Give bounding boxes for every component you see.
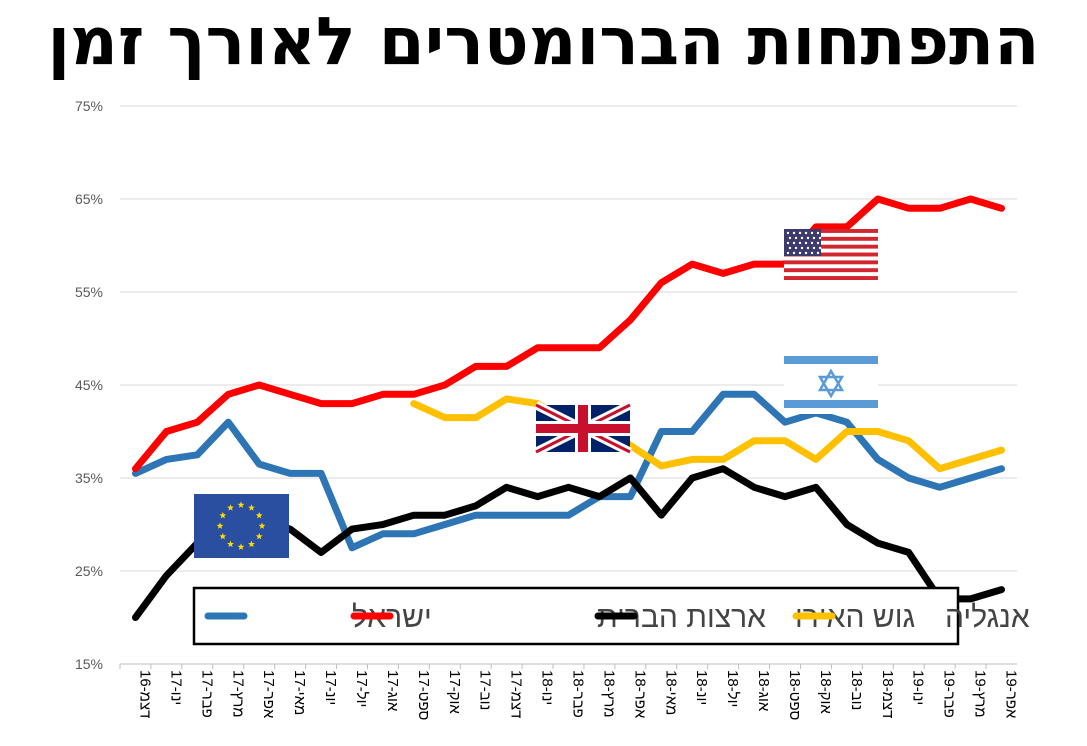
- x-tick-label: נוב-17: [477, 670, 494, 710]
- x-tick-label: אפר-19: [1003, 670, 1020, 719]
- eu-flag-icon: [194, 494, 289, 558]
- x-tick-label: מאי-17: [291, 670, 308, 715]
- x-tick-label: יול-17: [353, 670, 370, 707]
- x-tick-label: מרץ-19: [972, 670, 989, 718]
- x-tick-label: פבר-18: [570, 670, 587, 718]
- x-tick-label: נוב-18: [848, 670, 865, 710]
- x-tick-label: פבר-19: [941, 670, 958, 718]
- x-tick-label: דצמ-16: [136, 670, 153, 718]
- x-tick-label: פבר-17: [198, 670, 215, 718]
- y-tick-label: 75%: [75, 98, 103, 114]
- x-tick-label: מאי-18: [662, 670, 679, 715]
- uk-flag-icon: [533, 400, 633, 457]
- x-tick-label: יונ-18: [693, 670, 710, 705]
- x-tick-label: אוק-17: [446, 670, 463, 714]
- x-axis-ticks: דצמ-16 ינו-17 פבר-17 מרץ-17 אפר-17 מאי-17 יונ-…: [119, 664, 1020, 720]
- x-tick-label: יול-18: [724, 670, 741, 707]
- x-tick-label: יונ-17: [322, 670, 339, 705]
- y-tick-label: 25%: [75, 563, 103, 579]
- y-tick-label: 15%: [75, 656, 103, 672]
- chart-title: התפתחות הברומטרים לאורך זמן: [47, 3, 1040, 80]
- y-tick-label: 35%: [75, 470, 103, 486]
- x-tick-label: מרץ-17: [229, 670, 246, 718]
- us-flag-icon: [784, 229, 878, 280]
- y-axis-ticks: 15% 25% 35% 45% 55% 65% 75%: [75, 98, 103, 672]
- x-tick-label: ינו-18: [539, 670, 556, 705]
- x-tick-label: אפר-18: [631, 670, 648, 719]
- x-tick-label: דצמ-17: [508, 670, 525, 718]
- x-tick-label: אוג-18: [755, 670, 772, 712]
- x-tick-label: אוג-17: [384, 670, 401, 712]
- x-tick-label: ספט-17: [415, 670, 432, 720]
- x-tick-label: ינו-17: [167, 670, 184, 705]
- y-tick-label: 65%: [75, 191, 103, 207]
- x-tick-label: דצמ-18: [879, 670, 896, 718]
- x-tick-label: אוק-18: [817, 670, 834, 714]
- series-line-2: [132, 195, 1005, 473]
- x-tick-label: ינו-19: [910, 670, 927, 705]
- y-tick-label: 55%: [75, 284, 103, 300]
- israel-flag-icon: [784, 350, 878, 414]
- y-tick-label: 45%: [75, 377, 103, 393]
- legend-label: אנגליה: [945, 601, 1030, 634]
- series-line-4: [410, 395, 1005, 473]
- x-tick-label: אפר-17: [260, 670, 277, 719]
- x-tick-label: מרץ-18: [600, 670, 617, 718]
- x-tick-label: ספט-18: [786, 670, 803, 720]
